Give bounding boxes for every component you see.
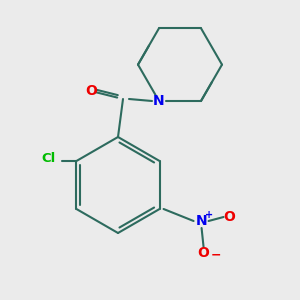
Text: Cl: Cl	[41, 152, 56, 166]
Text: O: O	[224, 210, 236, 224]
Text: N: N	[196, 214, 207, 228]
Text: −: −	[210, 248, 221, 262]
Text: N: N	[153, 94, 165, 108]
Text: +: +	[205, 210, 213, 220]
Text: O: O	[85, 84, 97, 98]
Text: O: O	[198, 246, 209, 260]
